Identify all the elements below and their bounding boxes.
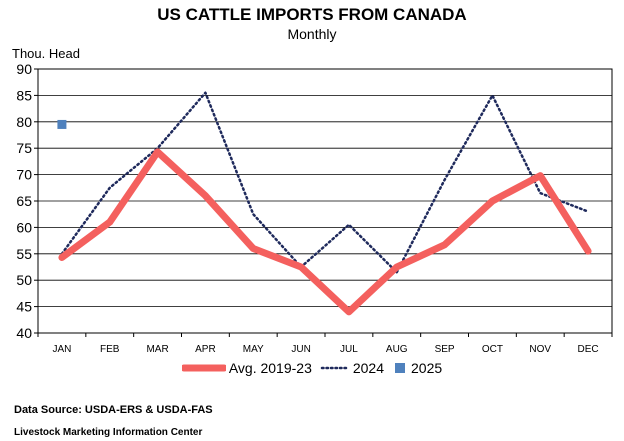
legend-swatch-2024	[320, 366, 350, 370]
legend-item-2024: 2024	[320, 360, 384, 376]
x-tick-label: MAY	[243, 344, 264, 355]
legend-swatch-avg	[181, 364, 226, 372]
x-tick-label: JUN	[291, 344, 310, 355]
legend-swatch-2025	[395, 363, 406, 373]
y-tick-label: 40	[16, 325, 32, 341]
y-tick-label: 75	[16, 140, 32, 156]
y-tick-label: 50	[16, 272, 32, 288]
x-tick-label: NOV	[529, 344, 551, 355]
chart-subtitle: Monthly	[287, 26, 337, 42]
x-tick-label: MAR	[146, 344, 168, 355]
series-2024-line	[60, 91, 590, 274]
y-tick-label: 55	[16, 246, 32, 262]
x-tick-label: SEP	[435, 344, 455, 355]
y-axis-label: Thou. Head	[12, 46, 80, 61]
legend-label-2025: 2025	[411, 360, 443, 376]
y-tick-label: 85	[16, 87, 32, 103]
legend-label-2024: 2024	[352, 360, 385, 376]
y-tick-label: 70	[16, 167, 32, 183]
x-tick-label: AUG	[386, 344, 408, 355]
y-tick-labels: 40 45 50 55 60 65 70 75 80 85 90	[16, 61, 32, 341]
legend-item-2025: 2025	[392, 360, 442, 376]
y-tick-label: 80	[16, 114, 32, 130]
x-tick-labels: JAN FEB MAR APR MAY JUN JUL AUG SEP OCT NOV DEC	[52, 344, 598, 355]
data-source-note: Data Source: USDA-ERS & USDA-FAS	[14, 404, 213, 416]
plot-frame	[37, 68, 613, 334]
legend-item-avg: Avg. 2019-23	[181, 360, 312, 376]
y-tick-label: 45	[16, 299, 32, 315]
organization-note: Livestock Marketing Information Center	[14, 427, 203, 438]
chart-area: 40 45 50 55 60 65 70 75 80 85 90 JAN FEB MAR APR MAY JU…	[16, 61, 613, 355]
legend-label-avg: Avg. 2019-23	[228, 360, 312, 376]
x-tick-label: JAN	[52, 344, 71, 355]
series-2025-point	[57, 119, 67, 129]
series-lines	[57, 91, 592, 316]
y-tick-label: 90	[16, 61, 32, 77]
x-tick-label: JUL	[340, 344, 358, 355]
y-tick-label: 60	[16, 219, 32, 235]
x-tick-label: APR	[195, 344, 216, 355]
series-avg-2019-23-line	[58, 148, 592, 316]
legend: Avg. 2019-23 2024 2025	[0, 360, 624, 376]
x-tick-label: DEC	[578, 344, 599, 355]
x-tick-label: FEB	[100, 344, 120, 355]
x-tick-label: OCT	[482, 344, 503, 355]
y-tick-label: 65	[16, 193, 32, 209]
chart-title: US CATTLE IMPORTS FROM CANADA	[157, 5, 467, 24]
